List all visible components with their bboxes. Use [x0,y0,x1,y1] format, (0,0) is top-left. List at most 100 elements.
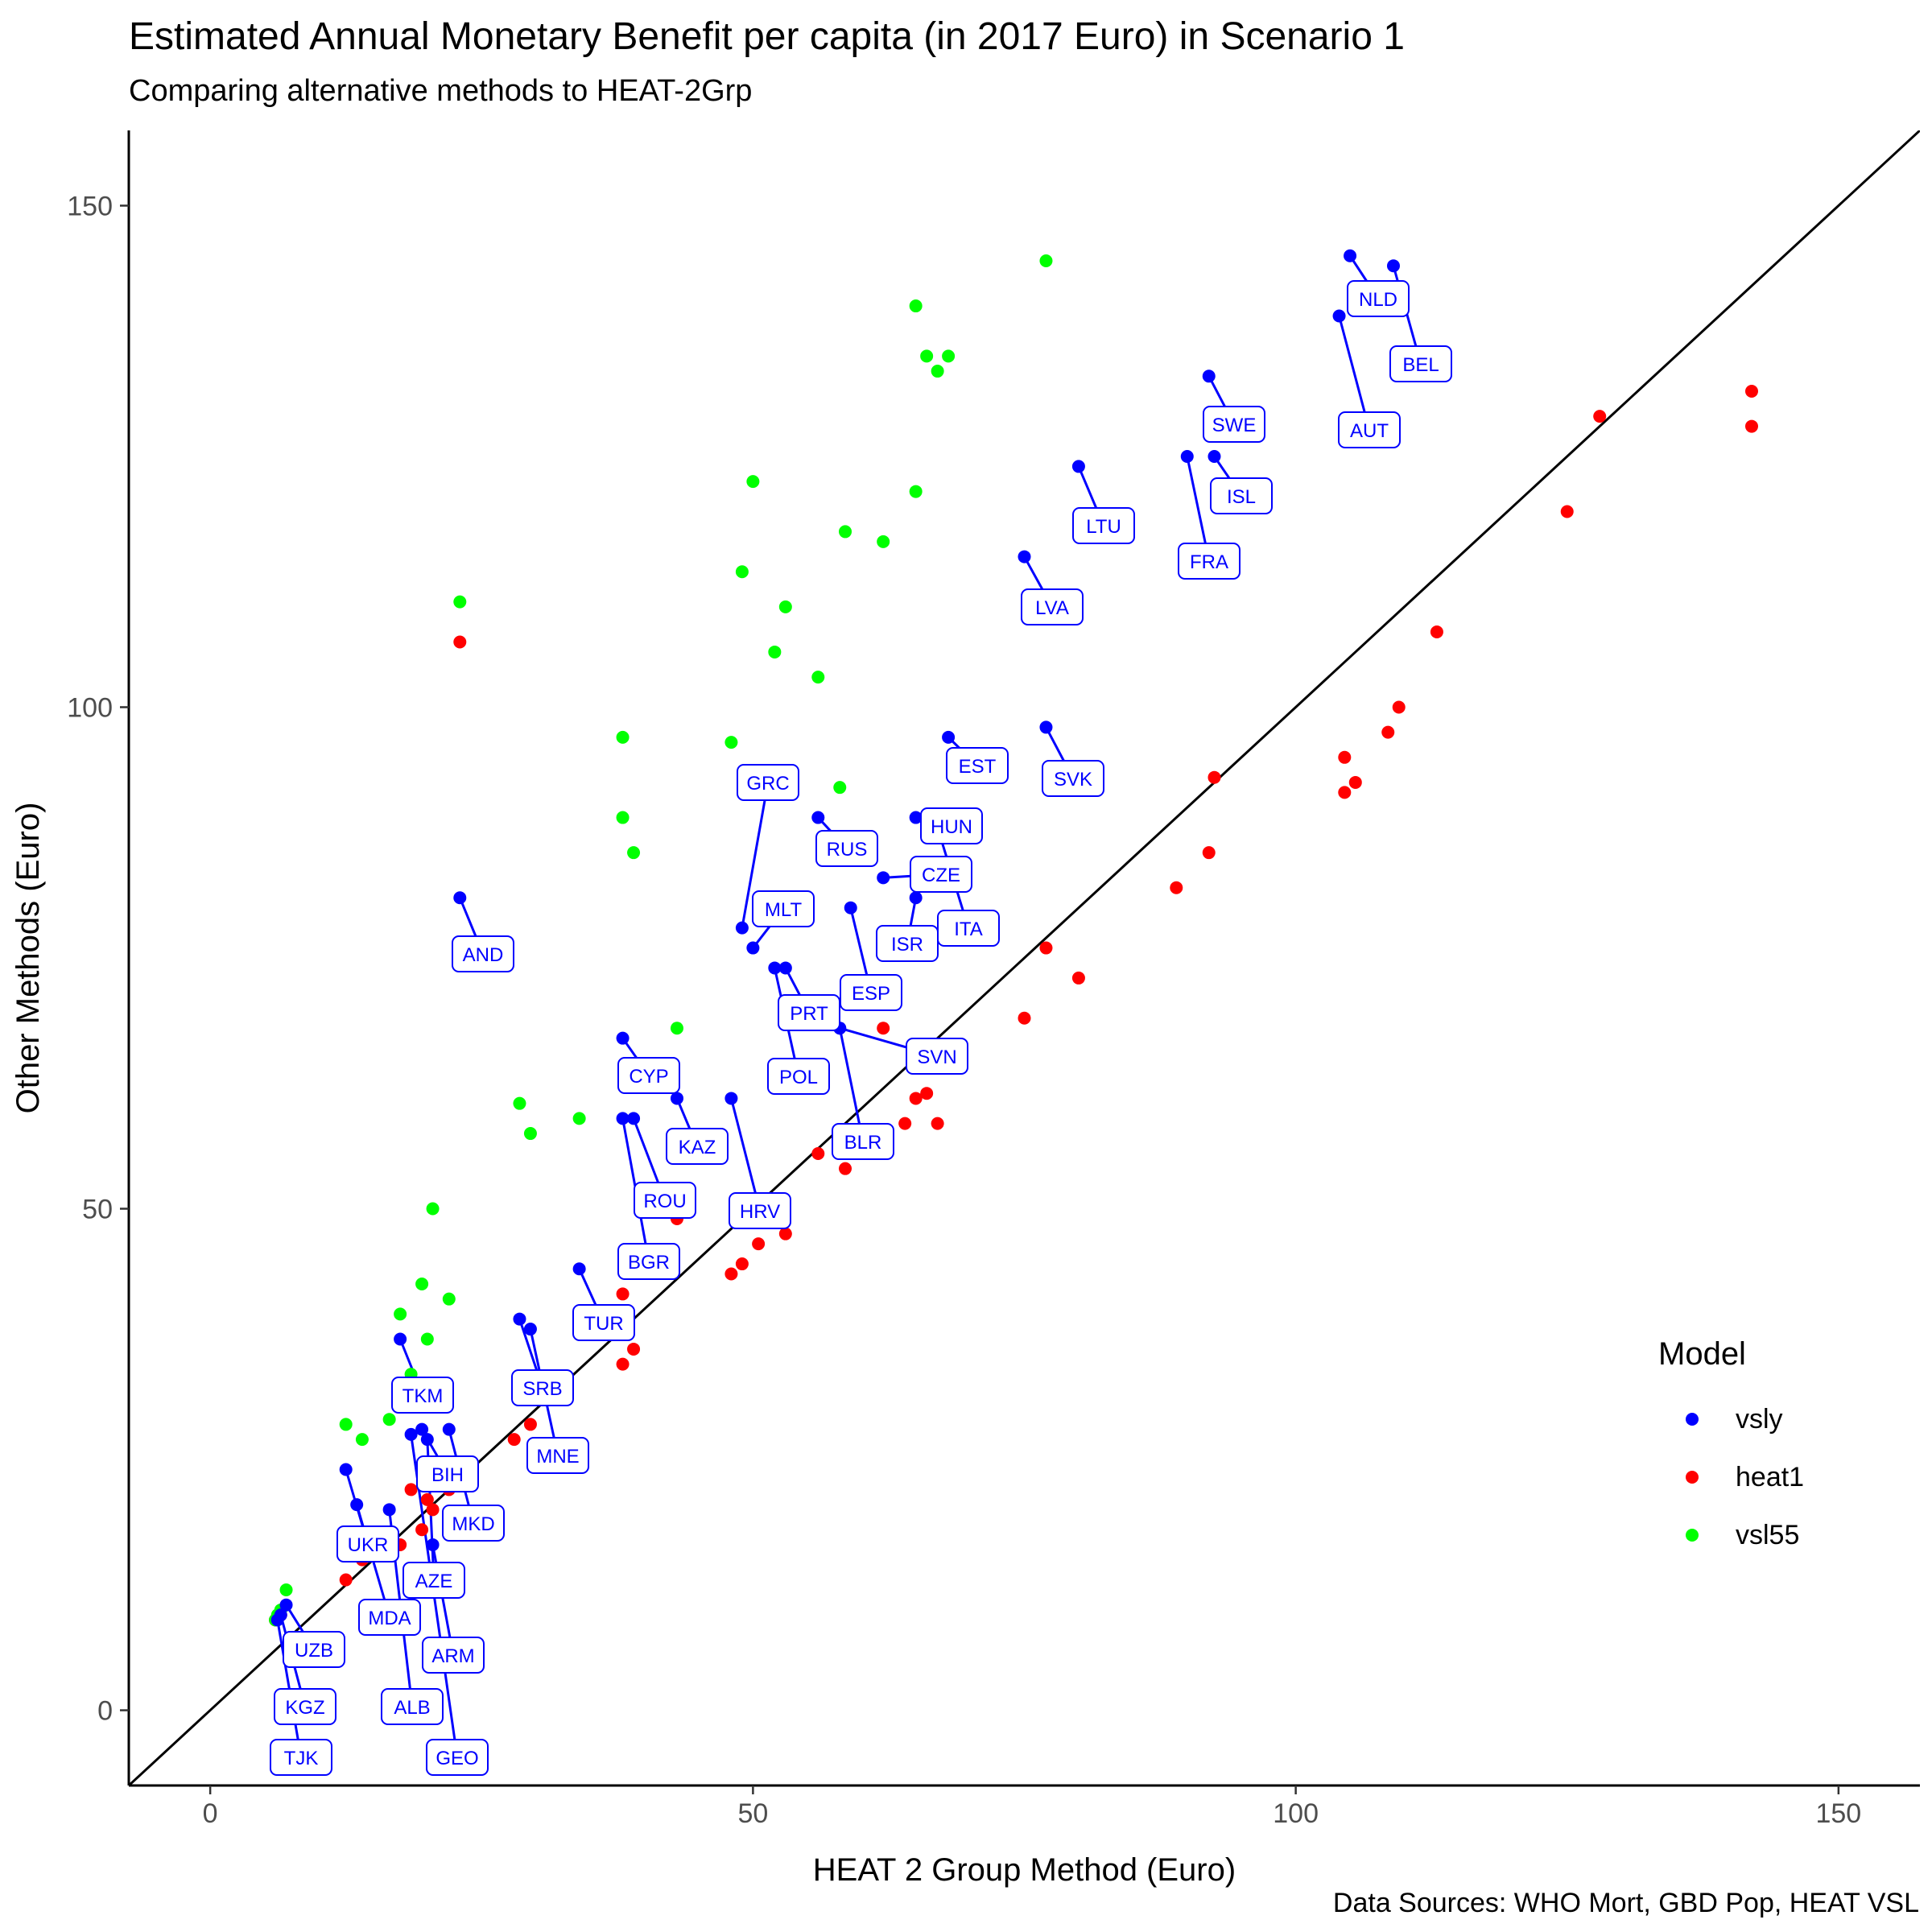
vsl55-point [1039,254,1053,267]
country-label-box [1042,760,1104,797]
x-axis-label: HEAT 2 Group Method (Euro) [813,1852,1236,1888]
country-label: ITA [954,919,983,940]
vsl55-point [735,565,749,579]
heat1-point [523,1418,537,1431]
country-label-box [737,764,799,801]
heat1-point [920,1087,934,1100]
vsly-point [942,730,956,744]
country-label-box [391,1377,454,1414]
country-label: ARM [431,1645,474,1667]
country-label-box [906,1038,968,1075]
country-label: PRT [790,1003,828,1025]
vsl55-point [355,1433,369,1447]
country-label: ISR [891,934,923,956]
country-label: CYP [629,1066,668,1088]
heat1-point [898,1117,912,1130]
vsl55-point [616,811,630,824]
vsly-point [735,921,749,935]
legend-title: Model [1658,1336,1746,1372]
country-label: TKM [402,1385,444,1407]
vsly-point [453,891,467,905]
country-label-box [617,1057,680,1094]
vsl55-point [920,349,934,363]
legend: Model vsly heat1 vsl55 [1658,1336,1804,1564]
country-label-box [1021,588,1084,625]
label-leader-line [729,1098,762,1212]
vsl55-point [877,535,890,548]
heat1-point [735,1257,749,1271]
vsly-point [746,941,760,955]
country-label-box [1178,543,1241,580]
country-label: UKR [348,1534,389,1556]
country-label: GRC [746,773,789,795]
vsly-point [279,1598,293,1612]
country-label-box [426,1739,489,1776]
country-label: HUN [931,816,972,838]
country-label: SVN [917,1046,956,1068]
country-label-box [274,1688,336,1725]
country-label: AND [463,944,504,966]
country-label-box [840,974,902,1011]
vsly-point [1180,449,1194,463]
heat1-point [1071,971,1085,985]
heat1-point [616,1357,630,1371]
heat1-point [404,1483,418,1496]
vsl55-point [616,730,630,744]
country-label: TUR [584,1313,623,1335]
vsly-point [1386,259,1400,273]
vsly-point [627,1112,641,1125]
country-label: SVK [1054,769,1092,791]
country-label-box [526,1437,589,1474]
heat1-point [909,1092,923,1105]
label-leader-line [741,782,770,928]
x-tick-label: 150 [1815,1798,1861,1829]
heat1-point [339,1573,353,1587]
heat1-point [1430,625,1443,639]
vsly-point [394,1332,407,1346]
country-label-box [422,1637,485,1674]
vsly-point [616,1112,630,1125]
vsly-point [1202,369,1216,383]
y-tick-label: 150 [67,191,113,221]
heat1-point [1208,770,1221,784]
country-label-box [946,747,1009,784]
vsl55-point [909,299,923,313]
country-label-box [729,1192,791,1229]
country-label-box [778,994,840,1031]
country-label: SWE [1212,415,1257,436]
country-label: RUS [827,839,868,861]
heat1-point [1039,941,1053,955]
heat1-point [1202,846,1216,860]
vsl55-point [670,1022,683,1035]
vsly-point [768,961,782,975]
vsly-point [616,1031,630,1045]
vsly-point [1018,550,1031,564]
vsly-point [811,811,825,824]
heat1-point [1338,750,1352,764]
vsly-point [1039,720,1053,734]
heat1-point [1348,775,1362,789]
country-label: TJK [284,1748,319,1769]
country-label-box [402,1562,465,1599]
country-label-box [634,1182,696,1219]
country-label: MKD [452,1513,494,1535]
heat1-point [724,1267,738,1281]
country-label-box [1338,411,1401,448]
country-label-box [270,1739,332,1776]
y-axis-label: Other Methods (Euro) [10,803,46,1114]
vsl55-point [931,365,944,378]
country-label-box [511,1369,574,1406]
heat1-point [1338,786,1352,799]
vsl55-point [746,475,760,489]
country-label-box [767,1058,830,1095]
x-tick-label: 100 [1273,1798,1319,1829]
country-label: ALB [394,1697,430,1719]
vsl55-point [909,485,923,498]
vsl55-point [724,736,738,749]
legend-label-heat1: heat1 [1736,1461,1805,1492]
vsly-point [339,1463,353,1476]
vsly-point [909,891,923,905]
heat1-point [778,1227,792,1241]
country-label: CZE [922,865,960,886]
